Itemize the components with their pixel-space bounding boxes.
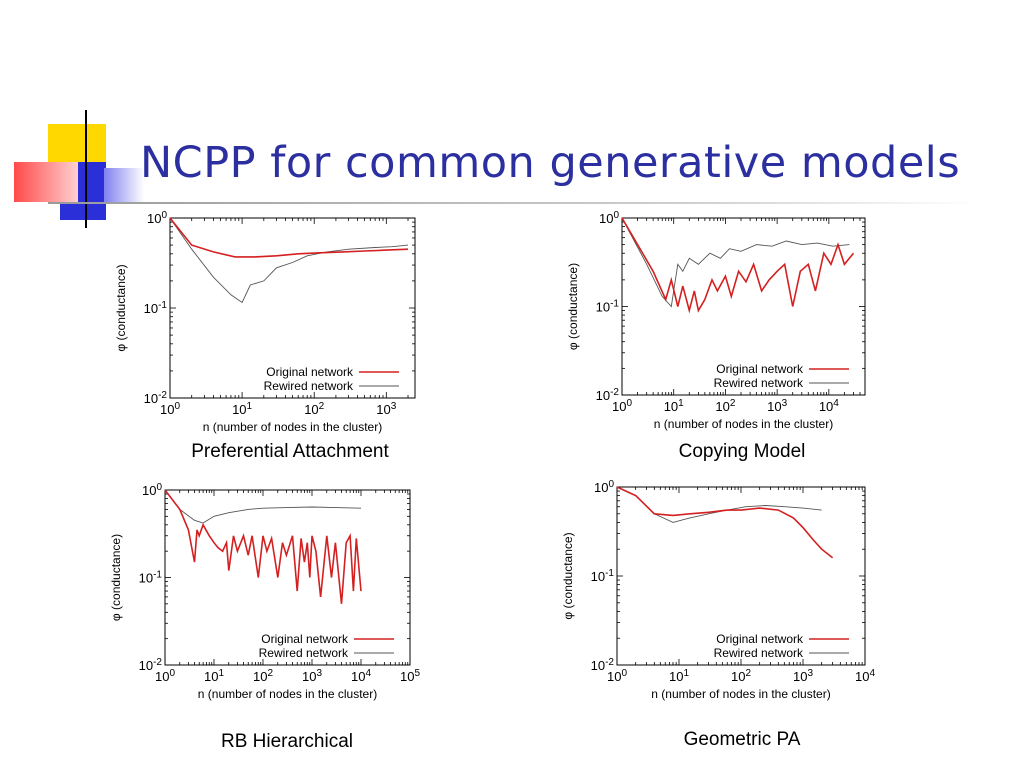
y-tick-label: 100 <box>142 482 162 498</box>
x-axis-label: n (number of nodes in the cluster) <box>198 687 377 701</box>
title-rule <box>48 202 978 204</box>
y-axis-label: φ (conductance) <box>114 264 128 351</box>
caption-preferential-attachment: Preferential Attachment <box>191 441 389 462</box>
x-tick-label: 101 <box>669 668 689 684</box>
x-tick-label: 103 <box>793 668 813 684</box>
legend-label: Original network <box>266 365 354 379</box>
plot-frame <box>621 217 866 396</box>
deco-blue-gradient <box>104 168 144 204</box>
legend-label: Rewired network <box>259 646 349 660</box>
series-line-rewired-network <box>164 489 362 524</box>
legend-label: Original network <box>716 362 804 376</box>
x-axis-label: n (number of nodes in the cluster) <box>203 420 382 434</box>
chart-geometric-pa: 100 101 102 103 104 100 10-1 10-2 n (number of n… <box>561 479 875 701</box>
x-tick-label: 101 <box>204 668 224 684</box>
x-tick-label: 101 <box>232 401 252 417</box>
y-tick-label: 10-2 <box>591 657 615 673</box>
y-tick-label: 10-1 <box>591 568 615 584</box>
legend-label: Rewired network <box>714 376 804 390</box>
y-tick-label: 10-2 <box>596 387 620 403</box>
deco-vertical-line <box>85 110 87 228</box>
series-line-original-network <box>164 489 362 604</box>
x-tick-label: 102 <box>715 398 735 414</box>
legend-label: Rewired network <box>714 646 804 660</box>
caption-copying-model: Copying Model <box>678 441 806 462</box>
x-tick-label: 103 <box>302 668 322 684</box>
x-tick-label: 100 <box>612 398 632 414</box>
x-tick-label: 100 <box>607 668 627 684</box>
y-tick-label: 10-1 <box>596 299 620 315</box>
legend-label: Rewired network <box>264 379 354 393</box>
x-tick-label: 102 <box>731 668 751 684</box>
y-tick-label: 10-2 <box>144 390 168 406</box>
y-axis-label: φ (conductance) <box>561 532 575 619</box>
x-tick-label: 105 <box>400 668 420 684</box>
caption-geometric-pa: Geometric PA <box>683 729 801 750</box>
series-line-original-network <box>169 217 409 258</box>
y-tick-label: 100 <box>594 479 614 495</box>
y-tick-label: 100 <box>599 210 619 226</box>
x-tick-label: 104 <box>819 398 839 414</box>
x-tick-label: 103 <box>376 401 396 417</box>
x-tick-label: 100 <box>160 401 180 417</box>
series-line-rewired-network <box>169 217 409 304</box>
y-axis-label: φ (conductance) <box>566 263 580 350</box>
legend-label: Original network <box>716 632 804 646</box>
chart-copying-model: 100 101 102 103 104 100 10-1 10-2 n (number of n… <box>566 210 866 431</box>
x-tick-label: 102 <box>253 668 273 684</box>
series-line-rewired-network <box>621 217 850 308</box>
y-tick-label: 10-2 <box>139 657 163 673</box>
legend-label: Original network <box>261 632 349 646</box>
caption-rb-hierarchical: RB Hierarchical <box>221 731 353 752</box>
x-tick-label: 104 <box>351 668 371 684</box>
y-axis-label: φ (conductance) <box>109 534 123 621</box>
y-tick-label: 10-1 <box>144 300 168 316</box>
y-tick-label: 100 <box>147 210 167 226</box>
x-tick-label: 101 <box>664 398 684 414</box>
x-axis-label: n (number of nodes in the cluster) <box>654 417 833 431</box>
x-tick-label: 102 <box>304 401 324 417</box>
series-line-original-network <box>616 486 834 559</box>
deco-red-gradient <box>14 162 78 202</box>
series-line-original-network <box>621 217 855 314</box>
x-tick-label: 100 <box>155 668 175 684</box>
x-tick-label: 104 <box>855 668 875 684</box>
chart-preferential-attachment: 100 101 102 103 100 10-1 10-2 n (number of node… <box>114 210 416 434</box>
slide-title: NCPP for common generative models <box>140 138 961 188</box>
x-tick-label: 103 <box>767 398 787 414</box>
chart-rb-hierarchical: 100 101 102 103 104 105 100 10-1 10-2 n (number o… <box>109 482 420 701</box>
y-tick-label: 10-1 <box>139 570 163 586</box>
x-axis-label: n (number of nodes in the cluster) <box>651 687 830 701</box>
